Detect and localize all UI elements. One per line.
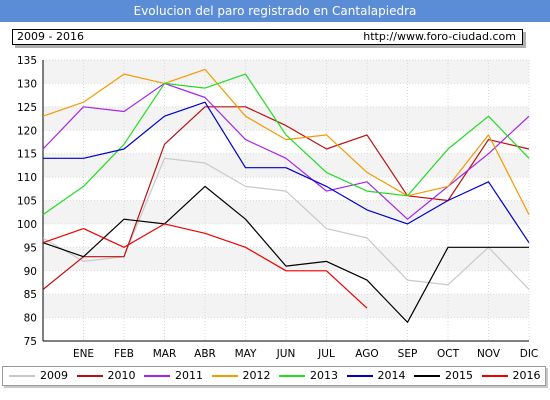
grid-band xyxy=(43,60,529,84)
x-tick-label: DIC xyxy=(520,348,539,360)
legend: 2009 2010 2011 2012 2013 2014 2015 2016 xyxy=(2,366,546,386)
legend-swatch xyxy=(481,375,508,377)
x-tick-label: FEB xyxy=(114,348,134,360)
legend-label: 2016 xyxy=(512,369,541,382)
legend-swatch xyxy=(144,375,170,377)
y-tick-label: 130 xyxy=(17,78,37,90)
x-tick-label: JUN xyxy=(276,348,296,360)
legend-swatch xyxy=(279,375,305,377)
x-tick-label: SEP xyxy=(398,348,418,360)
x-tick-label: NOV xyxy=(477,348,501,360)
x-tick-label: ABR xyxy=(194,348,216,360)
y-tick-label: 100 xyxy=(17,219,37,231)
x-tick-label: AGO xyxy=(355,348,378,360)
x-tick-label: ENE xyxy=(73,348,94,360)
x-tick-label: MAY xyxy=(235,348,257,360)
legend-swatch xyxy=(414,375,440,377)
info-box: 2009 - 2016 http://www.foro-ciudad.com xyxy=(12,29,523,45)
series-line-2012 xyxy=(42,68,530,215)
series-line-2013 xyxy=(42,73,530,216)
legend-label: 2013 xyxy=(310,369,338,382)
legend-label: 2011 xyxy=(175,369,203,382)
y-tick-label: 135 xyxy=(17,55,37,67)
x-tick-label: JUL xyxy=(317,348,335,360)
y-tick-label: 80 xyxy=(24,313,37,325)
legend-swatch xyxy=(9,375,35,377)
y-tick-label: 110 xyxy=(17,172,37,184)
period-label: 2009 - 2016 xyxy=(17,30,84,43)
chart-title: Evolucion del paro registrado en Cantala… xyxy=(0,0,550,22)
y-tick-label: 105 xyxy=(17,196,37,208)
y-tick-label: 115 xyxy=(17,149,37,161)
series-line-2014 xyxy=(43,101,530,244)
x-tick-label: OCT xyxy=(437,348,460,360)
source-url[interactable]: http://www.foro-ciudad.com xyxy=(363,30,516,43)
grid-band xyxy=(43,106,529,131)
series-line-2016 xyxy=(42,223,368,309)
legend-swatch xyxy=(346,375,373,377)
y-tick-label: 120 xyxy=(17,125,37,137)
y-tick-label: 85 xyxy=(24,289,37,301)
legend-swatch xyxy=(76,375,103,377)
series-line-2015 xyxy=(42,185,529,323)
y-tick-label: 75 xyxy=(24,336,37,348)
x-tick-label: MAR xyxy=(153,348,177,360)
legend-label: 2012 xyxy=(242,369,271,382)
y-tick-label: 125 xyxy=(17,102,37,114)
legend-label: 2015 xyxy=(445,369,473,382)
legend-swatch xyxy=(211,375,238,377)
y-tick-label: 95 xyxy=(24,242,37,254)
y-tick-label: 90 xyxy=(24,266,37,278)
legend-label: 2014 xyxy=(377,369,406,382)
grid-band xyxy=(43,200,529,224)
legend-label: 2010 xyxy=(107,369,136,382)
legend-label: 2009 xyxy=(40,369,68,382)
